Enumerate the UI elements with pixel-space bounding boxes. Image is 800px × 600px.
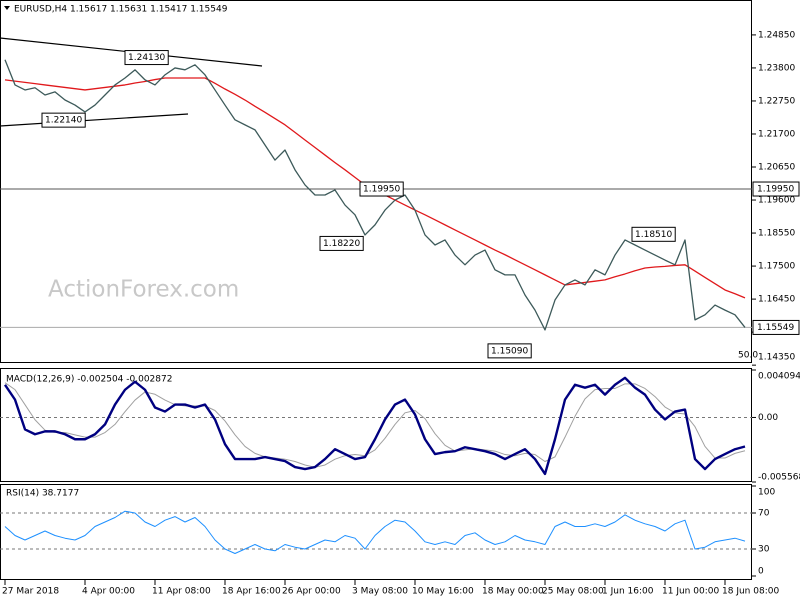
x-tick-label: 18 May 00:00 <box>482 587 544 597</box>
y-tick-label: 70 <box>758 509 770 519</box>
y-tick-label: 0.004094 <box>758 372 800 382</box>
current-price-label-box <box>752 319 800 335</box>
y-tick-label: 1.19600 <box>758 196 795 206</box>
y-tick-label: 1.17500 <box>758 262 795 272</box>
annotation-box <box>631 226 676 242</box>
rsi-title: RSI(14) 38.7177 <box>6 489 79 499</box>
trend-line <box>0 113 189 127</box>
y-tick-label: 1.18550 <box>758 229 795 239</box>
level-label: 1.19950 <box>757 185 794 195</box>
annotation-box <box>359 181 404 197</box>
x-tick-label: 18 Jun 08:00 <box>722 587 779 597</box>
y-tick-label: 100 <box>758 488 775 498</box>
x-tick-label: 1 Jun 16:00 <box>602 587 654 597</box>
rsi-panel <box>0 484 752 580</box>
symbol-icon <box>4 6 10 10</box>
annotation-label: 1.15090 <box>491 346 528 356</box>
x-tick-label: 4 Apr 00:00 <box>82 587 135 597</box>
zoom-label: 50.0 <box>738 351 758 361</box>
x-tick-label: 11 Jun 00:00 <box>662 587 719 597</box>
y-tick-label: 1.14350 <box>758 353 795 363</box>
x-tick-label: 25 May 08:00 <box>542 587 604 597</box>
series-line <box>4 510 746 554</box>
x-tick-label: 26 Apr 00:00 <box>282 587 341 597</box>
annotation-label: 1.22140 <box>45 116 82 126</box>
annotation-label: 1.18220 <box>323 239 360 249</box>
annotation-box <box>41 112 86 128</box>
annotation-label: 1.18510 <box>635 230 672 240</box>
annotation-box <box>124 50 169 66</box>
x-tick-label: 11 Apr 08:00 <box>152 587 211 597</box>
y-tick-label: 1.22750 <box>758 96 795 106</box>
annotation-box <box>319 235 364 251</box>
current-price-label: 1.15549 <box>757 323 794 333</box>
annotation-label: 1.19950 <box>363 185 400 195</box>
macd-panel <box>0 368 752 482</box>
series-line <box>4 382 746 468</box>
y-tick-label: 0.00 <box>758 413 778 423</box>
series-line <box>4 376 746 476</box>
watermark: ActionForex.com <box>48 277 239 303</box>
level-label-box <box>752 181 800 197</box>
annotation-box <box>487 343 532 359</box>
x-tick-label: 10 May 16:00 <box>412 587 474 597</box>
y-tick-label: 0 <box>758 567 764 577</box>
annotation-label: 1.24130 <box>128 53 165 63</box>
price-panel <box>0 0 752 363</box>
y-tick-label: 1.24850 <box>758 30 795 40</box>
macd-title: MACD(12,26,9) -0.002504 -0.002872 <box>6 375 172 385</box>
y-tick-label: 1.20650 <box>758 163 795 173</box>
y-tick-label: 1.23800 <box>758 63 795 73</box>
x-tick-label: 3 May 08:00 <box>352 587 408 597</box>
x-tick-label: 27 Mar 2018 <box>2 587 59 597</box>
y-tick-label: 30 <box>758 545 770 555</box>
series-line <box>4 59 746 331</box>
y-tick-label: -0.005568 <box>758 473 800 483</box>
y-tick-label: 1.21700 <box>758 129 795 139</box>
x-tick-label: 18 Apr 16:00 <box>222 587 281 597</box>
y-tick-label: 1.16450 <box>758 295 795 305</box>
chart-title: EURUSD,H4 1.15617 1.15631 1.15417 1.1554… <box>14 5 228 15</box>
